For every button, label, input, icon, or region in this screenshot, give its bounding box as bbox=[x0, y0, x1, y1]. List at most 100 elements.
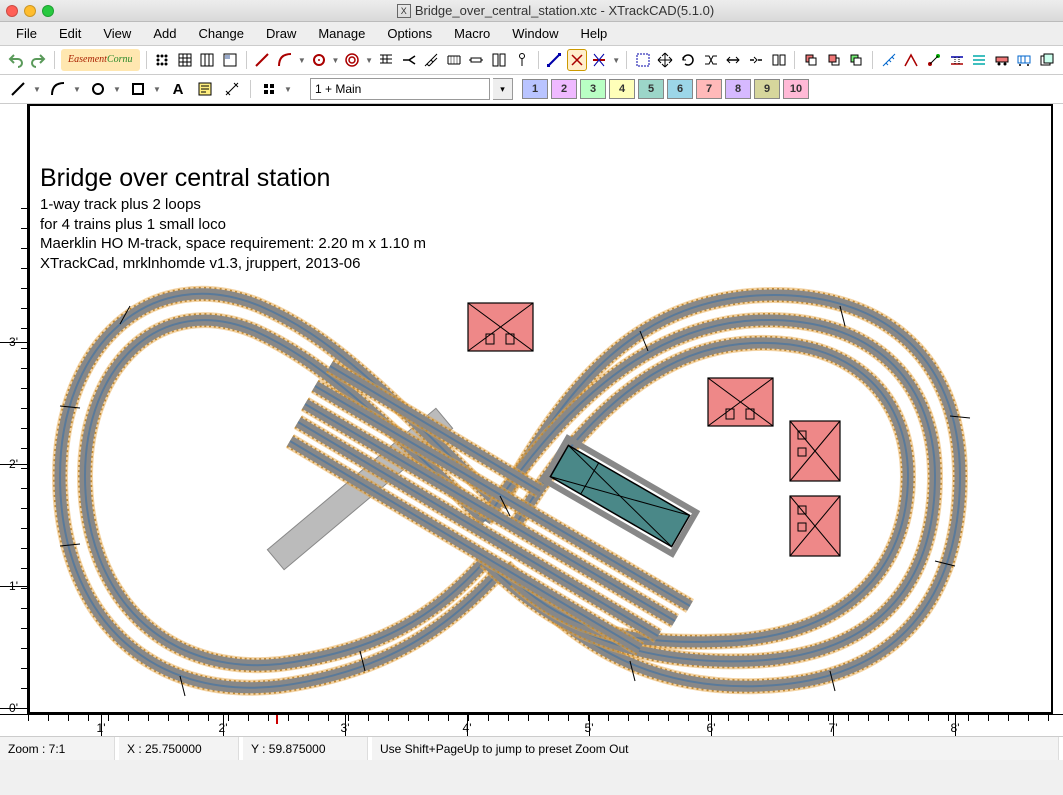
draw-circle-button[interactable] bbox=[86, 78, 110, 100]
building-right-1 bbox=[708, 378, 773, 426]
curved-dropdown[interactable]: ▼ bbox=[298, 56, 306, 65]
ruler-button[interactable] bbox=[879, 49, 899, 71]
move-button[interactable] bbox=[656, 49, 676, 71]
layer-button-10[interactable]: 10 bbox=[783, 79, 809, 99]
zoom-icon[interactable] bbox=[42, 5, 54, 17]
grid-show-button[interactable] bbox=[175, 49, 195, 71]
split-dropdown[interactable]: ▼ bbox=[612, 56, 620, 65]
grid-edit-button[interactable] bbox=[198, 49, 218, 71]
menu-view[interactable]: View bbox=[93, 23, 141, 44]
drawing-area[interactable]: Bridge over central station 1-way track … bbox=[28, 104, 1053, 714]
menu-options[interactable]: Options bbox=[377, 23, 442, 44]
turntable-button[interactable] bbox=[444, 49, 464, 71]
map-button[interactable] bbox=[220, 49, 240, 71]
select-button[interactable] bbox=[633, 49, 653, 71]
menu-draw[interactable]: Draw bbox=[256, 23, 306, 44]
toolbar-draw: ▼ ▼ ▼ ▼ A ▼ 1 + Main ▾ 12345678910 bbox=[0, 75, 1063, 104]
flip-button[interactable] bbox=[701, 49, 721, 71]
layer-select[interactable]: 1 + Main bbox=[310, 78, 490, 100]
structure-button[interactable] bbox=[421, 49, 441, 71]
text-button[interactable]: A bbox=[166, 78, 190, 100]
dim-button[interactable] bbox=[220, 78, 244, 100]
menu-manage[interactable]: Manage bbox=[308, 23, 375, 44]
circle-track-button[interactable] bbox=[309, 49, 329, 71]
layer-button-8[interactable]: 8 bbox=[725, 79, 751, 99]
layer-button-1[interactable]: 1 bbox=[522, 79, 548, 99]
describe-button[interactable] bbox=[769, 49, 789, 71]
train-button[interactable] bbox=[1015, 49, 1035, 71]
note-draw-button[interactable] bbox=[193, 78, 217, 100]
split-button[interactable] bbox=[590, 49, 610, 71]
layer-button-5[interactable]: 5 bbox=[638, 79, 664, 99]
layer-button-9[interactable]: 9 bbox=[754, 79, 780, 99]
menu-edit[interactable]: Edit bbox=[49, 23, 91, 44]
toolbar-main: EasementCornu ▼ ▼ ▼ ▼ bbox=[0, 46, 1063, 75]
layer-dropdown[interactable]: ▾ bbox=[493, 78, 513, 100]
ruler-vertical: 0'1'2'3' bbox=[0, 104, 28, 714]
line-button[interactable] bbox=[6, 78, 30, 100]
cursor-marker bbox=[276, 715, 278, 724]
above-button[interactable] bbox=[801, 49, 821, 71]
canvas[interactable]: 0'1'2'3' Bridge over central station 1-w… bbox=[0, 104, 1063, 736]
benchwork-dropdown[interactable]: ▼ bbox=[284, 85, 294, 94]
layer-button-3[interactable]: 3 bbox=[580, 79, 606, 99]
menu-file[interactable]: File bbox=[6, 23, 47, 44]
menu-help[interactable]: Help bbox=[571, 23, 618, 44]
menu-macro[interactable]: Macro bbox=[444, 23, 500, 44]
undo-button[interactable] bbox=[6, 49, 26, 71]
close-icon[interactable] bbox=[6, 5, 18, 17]
layer-button-7[interactable]: 7 bbox=[696, 79, 722, 99]
layer-button-2[interactable]: 2 bbox=[551, 79, 577, 99]
straight-track-button[interactable] bbox=[253, 49, 273, 71]
building-right-2 bbox=[790, 421, 840, 481]
rotate-button[interactable] bbox=[678, 49, 698, 71]
below-button[interactable] bbox=[824, 49, 844, 71]
draw-circle-dropdown[interactable]: ▼ bbox=[113, 85, 123, 94]
helix-dropdown[interactable]: ▼ bbox=[365, 56, 373, 65]
box-button[interactable] bbox=[126, 78, 150, 100]
window-controls bbox=[6, 5, 54, 17]
status-message: Use Shift+PageUp to jump to preset Zoom … bbox=[372, 737, 1059, 760]
tunnel-button[interactable] bbox=[846, 49, 866, 71]
arc-button[interactable] bbox=[46, 78, 70, 100]
elev-button[interactable] bbox=[947, 49, 967, 71]
building-top bbox=[468, 303, 533, 351]
benchwork-button[interactable] bbox=[257, 78, 281, 100]
box-dropdown[interactable]: ▼ bbox=[153, 85, 163, 94]
redo-button[interactable] bbox=[29, 49, 49, 71]
turnout-button[interactable] bbox=[376, 49, 396, 71]
easement-button[interactable]: EasementCornu bbox=[61, 49, 139, 71]
ruler-horizontal: 1'2'3'4'5'6'7'8' bbox=[0, 714, 1063, 736]
minimize-icon[interactable] bbox=[24, 5, 36, 17]
profile-button[interactable] bbox=[924, 49, 944, 71]
signal-button[interactable] bbox=[512, 49, 532, 71]
switch-button[interactable] bbox=[489, 49, 509, 71]
line-dropdown[interactable]: ▼ bbox=[33, 85, 43, 94]
note-button[interactable] bbox=[1037, 49, 1057, 71]
delete-button[interactable] bbox=[724, 49, 744, 71]
angle-button[interactable] bbox=[901, 49, 921, 71]
car-button[interactable] bbox=[992, 49, 1012, 71]
parallel-button[interactable] bbox=[969, 49, 989, 71]
helix-button[interactable] bbox=[343, 49, 363, 71]
window-title: Bridge_over_central_station.xtc - XTrack… bbox=[415, 3, 714, 18]
block-button[interactable] bbox=[467, 49, 487, 71]
building-right-3 bbox=[790, 496, 840, 556]
menu-add[interactable]: Add bbox=[143, 23, 186, 44]
connect-button[interactable] bbox=[746, 49, 766, 71]
join-button[interactable] bbox=[567, 49, 587, 71]
modify-button[interactable] bbox=[544, 49, 564, 71]
app-icon: X bbox=[397, 4, 411, 18]
snap-grid-button[interactable] bbox=[152, 49, 172, 71]
curved-track-button[interactable] bbox=[275, 49, 295, 71]
menu-window[interactable]: Window bbox=[502, 23, 568, 44]
status-y: Y : 59.875000 bbox=[243, 737, 368, 760]
arc-dropdown[interactable]: ▼ bbox=[73, 85, 83, 94]
layer-button-4[interactable]: 4 bbox=[609, 79, 635, 99]
handlaid-button[interactable] bbox=[399, 49, 419, 71]
circle-dropdown[interactable]: ▼ bbox=[331, 56, 339, 65]
statusbar: Zoom : 7:1 X : 25.750000 Y : 59.875000 U… bbox=[0, 736, 1063, 760]
menubar: File Edit View Add Change Draw Manage Op… bbox=[0, 22, 1063, 46]
layer-button-6[interactable]: 6 bbox=[667, 79, 693, 99]
menu-change[interactable]: Change bbox=[188, 23, 254, 44]
